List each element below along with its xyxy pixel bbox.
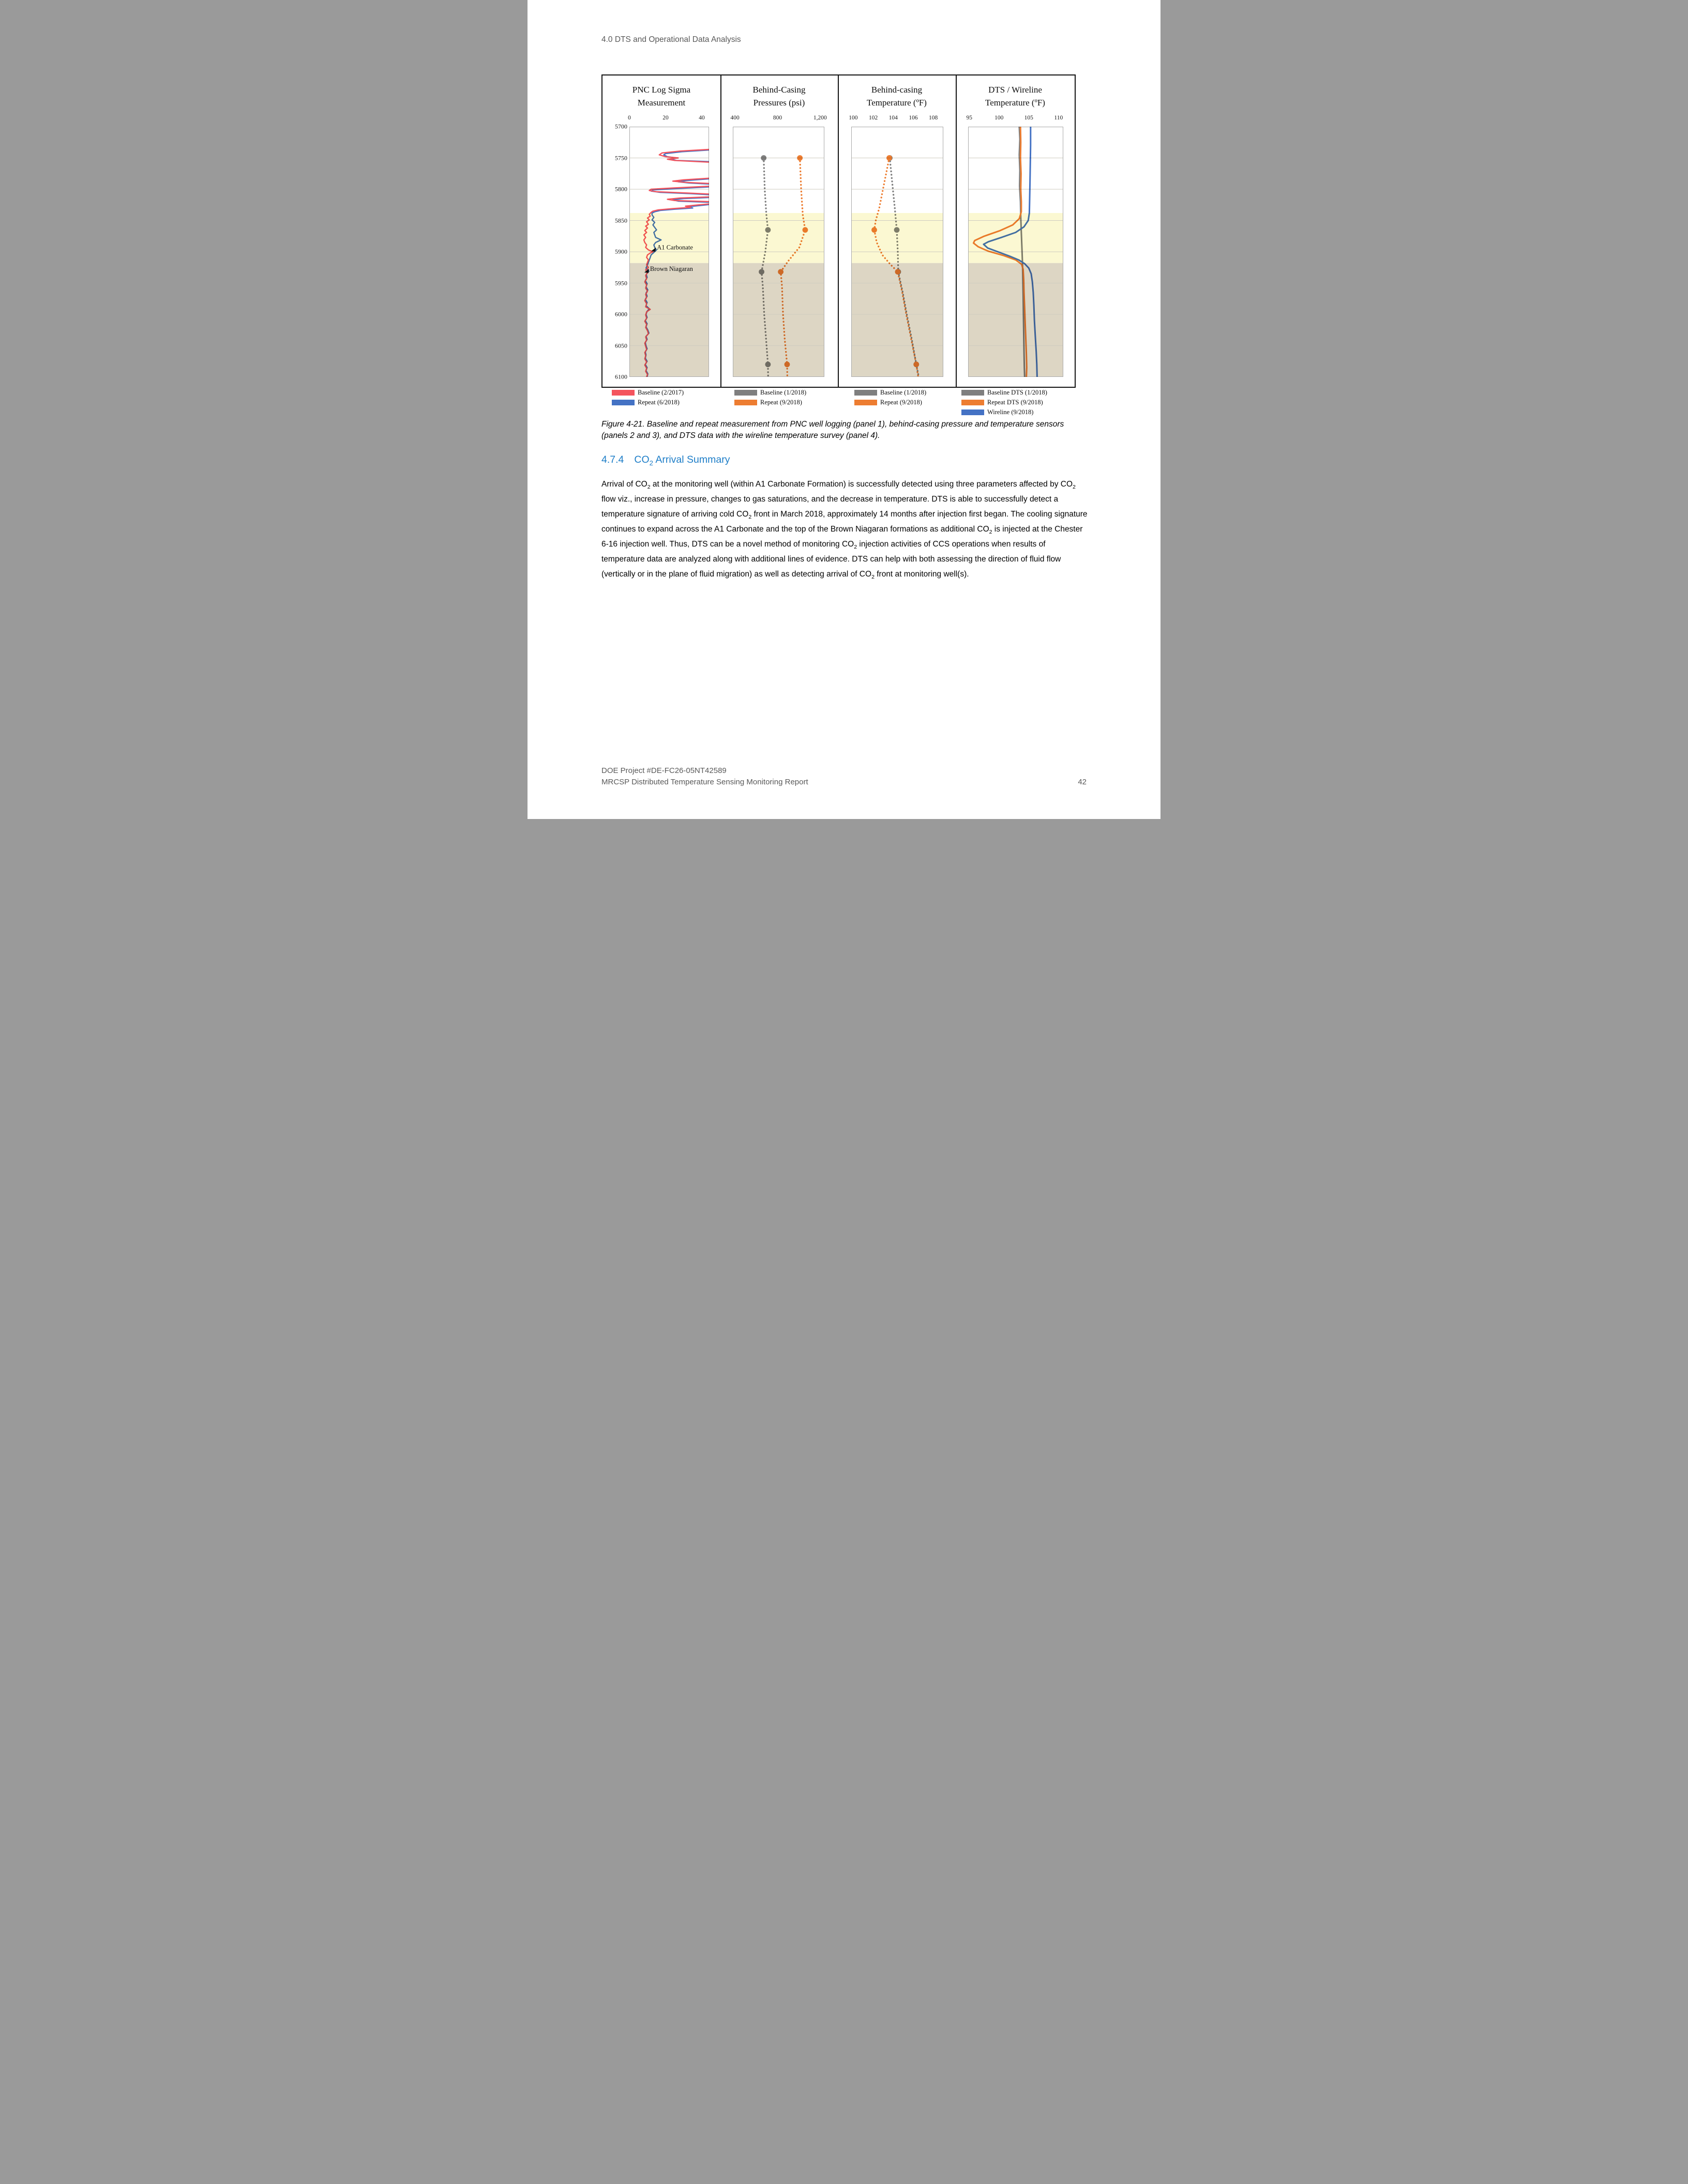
legend-label: Baseline DTS (1/2018) — [987, 389, 1047, 396]
depth-tick-label: 5850 — [615, 217, 627, 224]
x-tick-label: 106 — [909, 115, 918, 121]
legend-label: Baseline (1/2018) — [880, 389, 927, 396]
x-tick-label: 800 — [773, 115, 782, 121]
panel-4-legend: Baseline DTS (1/2018) Repeat DTS (9/2018)… — [961, 388, 1047, 417]
legend-item: Baseline DTS (1/2018) — [961, 388, 1047, 398]
legend-swatch — [734, 390, 757, 396]
legend-item: Baseline (1/2018) — [734, 388, 806, 398]
panel-2-legend: Baseline (1/2018) Repeat (9/2018) — [734, 388, 806, 407]
depth-tick-label: 6050 — [615, 342, 627, 349]
legend-label: Baseline (1/2018) — [760, 389, 807, 396]
legend-swatch — [961, 400, 984, 405]
panel-4-plot — [968, 127, 1063, 377]
legend-label: Repeat DTS (9/2018) — [987, 399, 1043, 406]
x-tick-label: 108 — [929, 115, 938, 121]
report-page: 4.0 DTS and Operational Data Analysis PN… — [528, 0, 1160, 819]
legend-swatch — [734, 400, 757, 405]
panel-4-title: DTS / Wireline Temperature (ºF) — [985, 85, 1045, 108]
x-tick-label: 110 — [1054, 115, 1063, 121]
legend-label: Repeat (9/2018) — [760, 399, 802, 406]
x-tick-label: 105 — [1024, 115, 1033, 121]
section-number: 4.7.4 — [601, 454, 624, 465]
x-tick-label: 20 — [662, 115, 669, 121]
panel-2-plot — [733, 127, 824, 377]
legend-item: Repeat DTS (9/2018) — [961, 398, 1047, 407]
x-tick-label: 400 — [730, 115, 740, 121]
panel-1-legend: Baseline (2/2017) Repeat (6/2018) — [612, 388, 684, 407]
section-title: CO2 Arrival Summary — [634, 454, 730, 467]
depth-tick-label: 5750 — [615, 154, 627, 161]
depth-tick-label: 5950 — [615, 279, 627, 286]
legend-label: Wireline (9/2018) — [987, 408, 1034, 416]
panel-1-title: PNC Log Sigma Measurement — [632, 85, 691, 108]
legend-swatch — [961, 390, 984, 396]
legend-swatch — [612, 400, 635, 405]
legend-swatch — [854, 400, 877, 405]
depth-tick-label: 5800 — [615, 185, 627, 193]
figure-legends: Baseline (2/2017) Repeat (6/2018) Baseline… — [601, 388, 1074, 421]
page-number: 42 — [1078, 778, 1087, 786]
page-footer: DOE Project #DE-FC26-05NT42589 MRCSP Dis… — [601, 765, 1087, 788]
figure-panel-1: PNC Log Sigma Measurement 0 20 40 5700 5750 580… — [602, 75, 721, 387]
depth-tick-label: 6000 — [615, 310, 627, 318]
panel-3-plot — [851, 127, 943, 377]
legend-label: Repeat (9/2018) — [880, 399, 922, 406]
legend-item: Baseline (1/2018) — [854, 388, 926, 398]
zone-annotation: Brown Niagaran — [650, 265, 694, 272]
x-tick-label: 100 — [994, 115, 1004, 121]
legend-label: Repeat (6/2018) — [638, 399, 680, 406]
footer-report-line: MRCSP Distributed Temperature Sensing Mo… — [601, 778, 808, 786]
depth-tick-label: 6100 — [615, 373, 627, 381]
body-paragraph: Arrival of CO2 at the monitoring well (w… — [601, 480, 1088, 581]
figure-panel-3: Behind-casing Temperature (ºF) 100 102 104 10… — [838, 75, 957, 387]
section-heading: 4.7.4 CO2 Arrival Summary — [601, 454, 730, 466]
legend-item: Wireline (9/2018) — [961, 407, 1047, 417]
legend-swatch — [961, 410, 984, 415]
depth-tick-label: 5900 — [615, 248, 627, 255]
x-tick-label: 40 — [699, 115, 705, 121]
x-tick-label: 104 — [888, 115, 898, 121]
legend-label: Baseline (2/2017) — [638, 389, 684, 396]
panel-1-plot: A1 Carbonate Brown Niagaran — [629, 127, 709, 377]
panel-3-title: Behind-casing Temperature (ºF) — [867, 85, 927, 108]
footer-project-line: DOE Project #DE-FC26-05NT42589 — [601, 766, 727, 775]
x-tick-label: 1,200 — [813, 115, 827, 121]
figure-caption: Figure 4-21. Baseline and repeat measure… — [601, 420, 1064, 440]
legend-swatch — [854, 390, 877, 396]
legend-item: Baseline (2/2017) — [612, 388, 684, 398]
legend-item: Repeat (9/2018) — [734, 398, 806, 407]
figure-panel-4: DTS / Wireline Temperature (ºF) 95 100 105 11… — [956, 75, 1075, 387]
zone-annotation: A1 Carbonate — [657, 244, 693, 251]
panel-3-legend: Baseline (1/2018) Repeat (9/2018) — [854, 388, 926, 407]
footer-text: DOE Project #DE-FC26-05NT42589 MRCSP Dis… — [601, 765, 808, 788]
panel-2-title: Behind-Casing Pressures (psi) — [752, 85, 806, 108]
x-tick-label: 95 — [966, 115, 973, 121]
figure-4-21: PNC Log Sigma Measurement 0 20 40 5700 5750 580… — [601, 74, 1076, 388]
legend-item: Repeat (9/2018) — [854, 398, 926, 407]
legend-item: Repeat (6/2018) — [612, 398, 684, 407]
running-header: 4.0 DTS and Operational Data Analysis — [601, 35, 741, 44]
depth-tick-label: 5700 — [615, 123, 627, 130]
legend-swatch — [612, 390, 635, 396]
x-tick-label: 0 — [628, 115, 631, 121]
x-tick-label: 100 — [849, 115, 858, 121]
x-tick-label: 102 — [868, 115, 878, 121]
figure-panel-2: Behind-Casing Pressures (psi) 400 800 1,200 — [720, 75, 839, 387]
